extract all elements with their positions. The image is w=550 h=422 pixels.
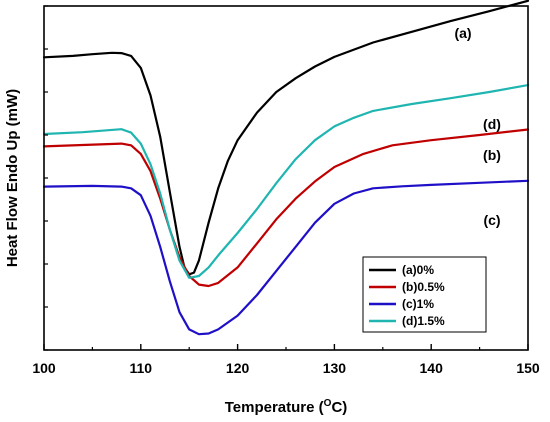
x-axis-title: Temperature (OC) (225, 398, 348, 416)
legend-label-c: (c)1% (402, 297, 434, 311)
curve-label-d: (d) (483, 116, 501, 132)
x-tick-label: 140 (420, 360, 444, 376)
y-axis-title: Heat Flow Endo Up (mW) (4, 89, 21, 267)
x-tick-label: 100 (32, 360, 56, 376)
curve-label-b: (b) (483, 147, 501, 163)
legend: (a)0% (b)0.5% (c)1% (d)1.5% (362, 256, 487, 333)
x-tick-label: 150 (516, 360, 540, 376)
x-tick-label: 120 (226, 360, 250, 376)
series-line-2 (42, 179, 530, 336)
legend-label-d: (d)1.5% (402, 314, 445, 328)
series-line-3 (42, 83, 530, 279)
series-line-1 (42, 128, 530, 288)
curves-layer (42, 0, 530, 336)
legend-label-b: (b)0.5% (402, 280, 445, 294)
series-line-0 (42, 0, 530, 276)
x-axis-ticks: 100 110 120 130 140 150 (32, 344, 540, 376)
x-tick-label: 110 (130, 360, 153, 376)
legend-label-a: (a)0% (402, 263, 434, 277)
x-tick-label: 130 (323, 360, 347, 376)
curve-label-c: (c) (483, 212, 500, 228)
curve-label-a: (a) (454, 25, 471, 41)
y-axis-ticks (44, 5, 48, 351)
